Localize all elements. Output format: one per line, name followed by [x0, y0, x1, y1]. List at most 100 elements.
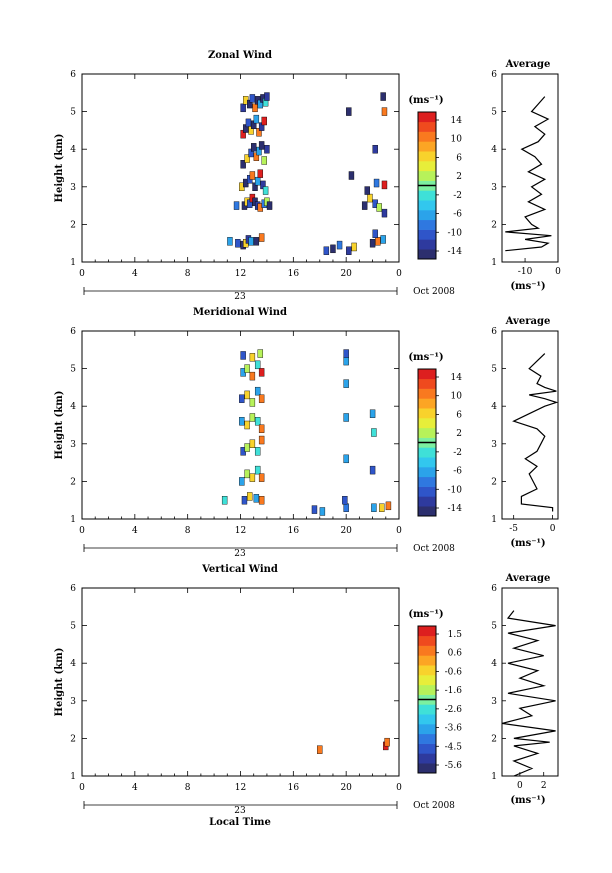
heatmap-frame — [81, 587, 400, 777]
colorbar: 1.5 0.6 -0.6 -1.6 -2.6 -3.6 -4.5 -5.6 — [417, 625, 463, 774]
x-tick-label: 0 — [79, 526, 85, 536]
heatmap-cell — [233, 201, 240, 210]
average-x-tick-label: -5 — [509, 524, 518, 534]
y-tick-label: 1 — [70, 515, 76, 525]
x-tick-label: 20 — [340, 783, 352, 793]
heatmap-cell — [258, 394, 265, 403]
heatmap-cell — [266, 201, 273, 210]
x-tick-label: 20 — [340, 269, 352, 279]
heatmap-cell — [346, 107, 352, 116]
heatmap-cell — [369, 465, 376, 475]
heatmap-cell — [372, 144, 378, 154]
average-y-tick-label: 6 — [491, 70, 497, 80]
heatmap-cell — [323, 246, 330, 255]
heatmap-cell — [239, 417, 245, 426]
y-axis-label: Height (km) — [54, 648, 65, 717]
heatmap-cell — [258, 435, 265, 445]
average-frame — [501, 587, 559, 777]
colorbar-tick-label: 1.5 — [448, 630, 463, 640]
day-label: 23 — [234, 292, 246, 302]
y-tick-label: 5 — [70, 365, 76, 375]
heatmap-cell — [317, 745, 323, 754]
average-title: Average — [505, 316, 551, 327]
colorbar-swatch — [418, 200, 436, 211]
colorbar-tick-label: -0.6 — [445, 667, 463, 677]
colorbar-unit: (ms⁻¹) — [408, 609, 443, 620]
colorbar-tick-label: 2 — [456, 429, 462, 439]
heatmap-cell — [264, 92, 270, 101]
panel-title: Vertical Wind — [201, 564, 278, 575]
x-tick-label: 4 — [132, 526, 138, 536]
average-unit: (ms⁻¹) — [510, 281, 545, 292]
average-line — [512, 353, 559, 512]
average-y-tick-label: 5 — [491, 622, 497, 632]
heatmap-cell — [253, 237, 260, 246]
colorbar-tick-label: -2.6 — [445, 705, 463, 715]
heatmap-cells — [227, 92, 388, 255]
average-x-tick-label: 0 — [517, 781, 523, 791]
heatmap-cell — [379, 503, 385, 512]
x-tick-label: 0 — [79, 269, 85, 279]
heatmap-cell — [249, 353, 256, 362]
heatmap-cell — [311, 505, 318, 514]
heatmap-cell — [235, 238, 241, 248]
y-tick-label: 2 — [70, 220, 76, 230]
average-profile: 1 2 3 4 5 6 -5 0 — [491, 327, 559, 534]
colorbar-swatch — [418, 418, 436, 429]
heatmap-cell — [258, 368, 265, 377]
day-label: 23 — [234, 549, 246, 559]
average-y-tick-label: 2 — [491, 220, 497, 230]
heatmap-cell — [249, 94, 256, 103]
x-ticks: 0 4 8 12 16 20 0 — [79, 74, 402, 279]
heatmap-cell — [371, 428, 377, 437]
colorbar-tick-label: -1.6 — [445, 686, 463, 696]
heatmap-cell — [254, 176, 261, 186]
y-tick-label: 3 — [70, 440, 76, 450]
colorbar-swatch — [418, 496, 436, 507]
colorbar-tick-label: -10 — [448, 228, 463, 238]
heatmap-cell — [244, 390, 250, 400]
y-ticks: 1 2 3 4 5 6 — [70, 584, 399, 782]
heatmap-cell — [254, 465, 261, 475]
average-x-tick-label: 2 — [541, 781, 547, 791]
heatmap-cell — [336, 240, 343, 250]
colorbar-swatch — [418, 733, 436, 744]
y-tick-label: 2 — [70, 477, 76, 487]
average-y-tick-label: 4 — [491, 402, 497, 412]
heatmap-cell — [367, 193, 373, 203]
heatmap-cell — [264, 144, 270, 154]
average-profile: 1 2 3 4 5 6 -10 0 — [491, 70, 561, 277]
x-tick-label: 16 — [288, 269, 300, 279]
heatmap-cell — [241, 496, 248, 505]
average-unit: (ms⁻¹) — [510, 538, 545, 549]
heatmap-cell — [369, 238, 376, 248]
heatmap-cell — [343, 503, 349, 512]
average-y-tick-label: 6 — [491, 584, 497, 594]
average-y-tick-label: 4 — [491, 145, 497, 155]
heatmap-cell — [221, 496, 228, 505]
heatmap-cells — [317, 737, 390, 754]
colorbar-swatch — [418, 249, 436, 260]
x-ticks: 0 4 8 12 16 20 0 — [79, 588, 402, 793]
heatmap-cell — [385, 501, 392, 511]
colorbar: 14 10 6 2 -2 -6 -10 -14 — [417, 111, 463, 260]
panel-title: Meridional Wind — [193, 307, 287, 318]
colorbar-swatch — [418, 447, 436, 458]
x-tick-label: 8 — [185, 526, 191, 536]
average-y-tick-label: 2 — [491, 477, 497, 487]
colorbar-swatch — [418, 131, 436, 142]
average-profile: 1 2 3 4 5 6 0 2 — [491, 584, 556, 791]
heatmap-cell — [372, 229, 378, 239]
heatmap-cell — [227, 237, 233, 246]
colorbar-swatch — [418, 408, 436, 419]
colorbar-swatch — [418, 170, 436, 181]
heatmap-cell — [249, 439, 256, 448]
y-tick-label: 6 — [70, 70, 76, 80]
average-line — [505, 96, 552, 252]
colorbar-swatch — [418, 684, 436, 695]
colorbar-tick-label: -6 — [453, 210, 462, 220]
colorbar-swatch — [418, 141, 436, 152]
colorbar-tick-label: -5.6 — [445, 761, 463, 771]
y-tick-label: 5 — [70, 108, 76, 118]
